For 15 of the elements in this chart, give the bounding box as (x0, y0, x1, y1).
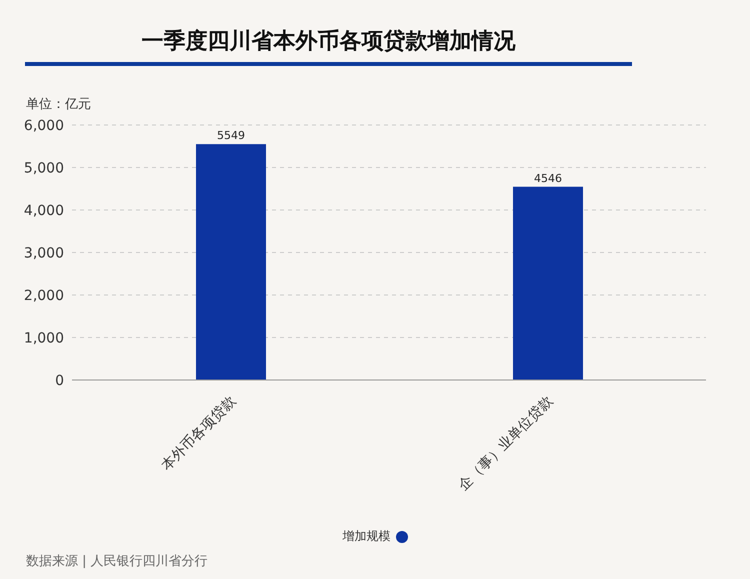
y-tick-label: 4,000 (24, 202, 64, 219)
y-tick-label: 1,000 (24, 330, 64, 346)
y-tick-label: 0 (55, 372, 64, 389)
y-tick-label: 5,000 (24, 160, 64, 176)
y-tick-label: 3,000 (24, 245, 64, 262)
source-note: 数据来源 | 人民银行四川省分行 (26, 553, 208, 570)
data-label: 4546 (534, 172, 562, 185)
y-tick-label: 2,000 (24, 288, 64, 304)
y-tick-label: 6,000 (24, 118, 64, 134)
data-label: 5549 (217, 129, 245, 142)
legend-label: 增加规模 (342, 528, 390, 545)
chart-title: 一季度四川省本外币各项贷款增加情况 (140, 28, 516, 56)
x-tick-label: 企（事）业单位贷款 (456, 393, 556, 494)
y-axis-title: 单位：亿元 (26, 96, 91, 113)
x-tick-label: 本外币各项贷款 (158, 393, 239, 474)
